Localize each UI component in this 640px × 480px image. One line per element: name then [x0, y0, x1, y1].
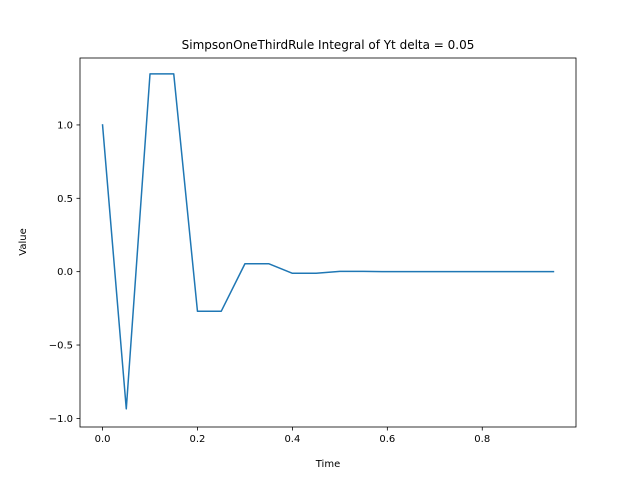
x-tick-label: 0.4: [284, 434, 300, 445]
series-line: [101, 73, 555, 410]
plot-area: 0.0 0.2 0.4 0.6 0.8 −1.0 −0.5 0.0 0.5 1.0: [49, 57, 577, 445]
x-axis-label: Time: [315, 459, 340, 470]
axes-frame: [79, 57, 577, 428]
y-tick-label: 0.5: [57, 194, 73, 205]
x-tick-label: 0.6: [379, 434, 395, 445]
chart-title: SimpsonOneThirdRule Integral of Yt delta…: [182, 38, 475, 52]
y-axis-label: Value: [18, 228, 29, 255]
y-tick-label: −1.0: [49, 414, 73, 425]
y-tick-label: 1.0: [57, 120, 73, 131]
x-tick-label: 0.2: [190, 434, 206, 445]
y-tick-label: 0.0: [57, 267, 73, 278]
x-tick-label: 0.8: [474, 434, 490, 445]
y-tick-label: −0.5: [49, 341, 73, 352]
x-tick-label: 0.0: [95, 434, 111, 445]
